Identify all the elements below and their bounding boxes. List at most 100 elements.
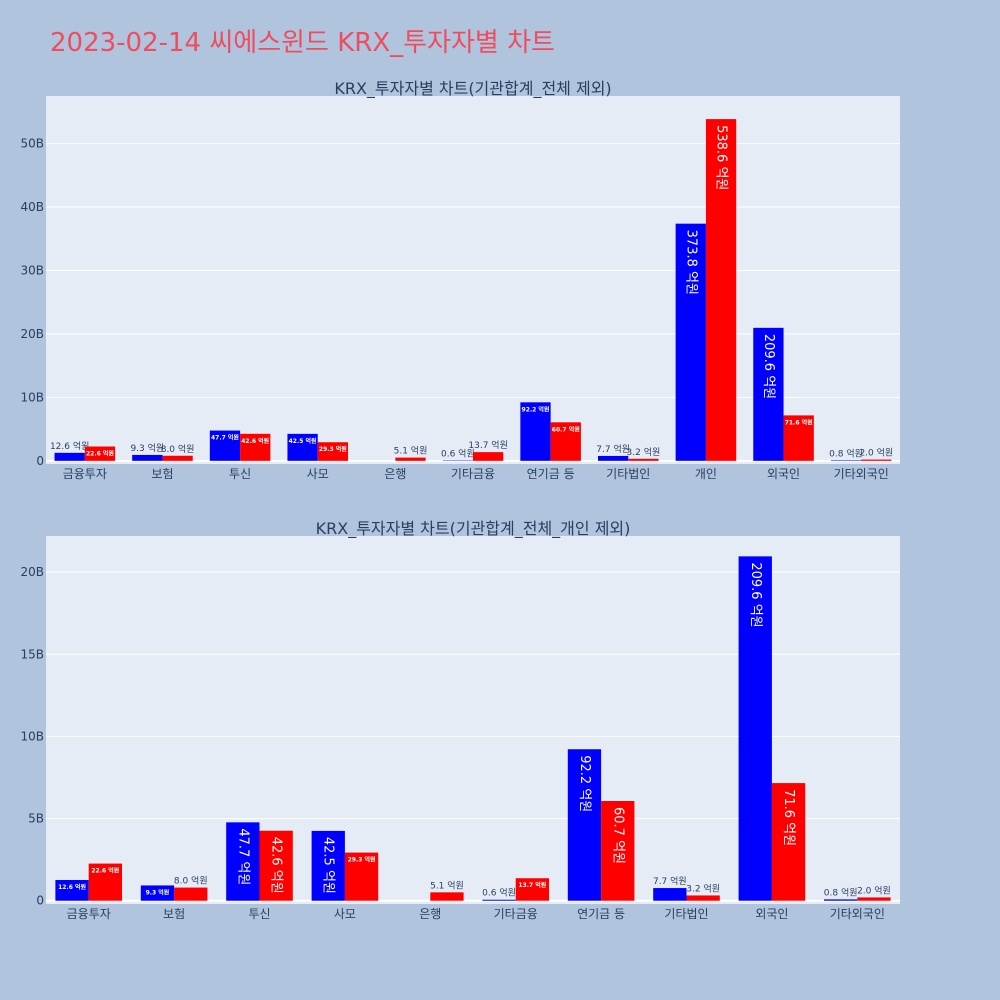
- bar: [55, 880, 89, 901]
- bar: [395, 457, 426, 461]
- bar: [88, 863, 123, 901]
- bar: [240, 433, 271, 461]
- x-tick-label: 기타외국인: [830, 907, 885, 921]
- y-tick-label: 0: [36, 894, 44, 908]
- bar: [174, 887, 208, 901]
- bar: [226, 822, 260, 901]
- bar: [54, 452, 85, 461]
- bar: [473, 452, 504, 461]
- data-label: 47.7 억원: [211, 434, 239, 442]
- data-label: 71.6 억원: [781, 789, 796, 846]
- data-label: 0.6 억원: [441, 447, 475, 459]
- data-label: 8.0 억원: [174, 875, 208, 887]
- y-tick-label: 15B: [20, 647, 44, 661]
- bar: [601, 800, 635, 901]
- data-label: 3.2 억원: [627, 446, 661, 458]
- x-tick-label: 은행: [419, 906, 441, 921]
- data-label: 29.3 억원: [319, 445, 347, 453]
- data-label: 2.0 억원: [859, 447, 893, 459]
- y-tick-label: 0: [36, 454, 44, 468]
- x-tick-label: 투신: [248, 907, 270, 921]
- bar: [287, 433, 318, 461]
- bar: [550, 422, 581, 461]
- bar: [84, 446, 116, 461]
- bar: [140, 885, 175, 901]
- y-tick-label: 10B: [20, 390, 44, 404]
- y-tick-label: 20B: [20, 327, 44, 341]
- bar: [628, 458, 659, 461]
- bar: [857, 897, 891, 901]
- page-title: 2023-02-14 씨에스윈드 KRX_투자자별 차트: [50, 28, 555, 58]
- data-label: 42.5 억원: [321, 837, 336, 894]
- x-tick-label: 기타금융: [451, 467, 495, 481]
- data-label: 22.6 억원: [86, 449, 114, 457]
- chart-bottom: 0 5B 10B 15B 20B KRX_투자자별 차트(기관합계_전체_개인 제외) 금융…: [20, 519, 900, 921]
- data-label: 92.2 억원: [577, 755, 592, 812]
- x-tick-label: 외국인: [767, 467, 800, 481]
- y-tick-label: 40B: [20, 200, 44, 214]
- data-label: 12.6 억원: [58, 883, 86, 891]
- y-tick-label: 5B: [28, 812, 44, 826]
- bar: [783, 415, 814, 461]
- x-tick-label: 보험: [151, 467, 173, 481]
- data-label: 0.6 억원: [482, 887, 516, 899]
- data-label: 3.2 억원: [686, 882, 720, 894]
- x-tick-label: 기타금융: [494, 907, 538, 921]
- data-label: 5.1 억원: [430, 879, 464, 891]
- data-label: 9.3 억원: [130, 442, 164, 454]
- chart-title: KRX_투자자별 차트(기관합계_전체_개인 제외): [316, 519, 631, 539]
- data-label: 373.8 억원: [683, 230, 698, 295]
- x-tick-label: 개인: [695, 467, 717, 481]
- data-label: 71.6 억원: [785, 418, 813, 426]
- bar: [653, 888, 687, 901]
- y-tick-label: 30B: [20, 263, 44, 277]
- data-label: 42.6 억원: [241, 437, 269, 445]
- bar: [520, 402, 551, 461]
- bar: [567, 749, 602, 901]
- data-label: 209.6 억원: [761, 334, 776, 399]
- data-label: 29.3 억원: [348, 856, 376, 864]
- data-label: 538.6 억원: [714, 125, 729, 190]
- data-label: 7.7 억원: [596, 443, 630, 455]
- x-tick-label: 사모: [334, 907, 356, 921]
- data-label: 13.7 억원: [468, 439, 507, 451]
- data-label: 60.7 억원: [610, 807, 625, 864]
- bar: [482, 899, 516, 901]
- x-tick-label: 금융투자: [63, 467, 107, 481]
- x-tick-label: 투신: [229, 467, 251, 481]
- x-tick-label: 연기금 등: [527, 467, 575, 481]
- bar: [515, 878, 550, 901]
- data-label: 8.0 억원: [161, 443, 195, 455]
- bar: [162, 455, 193, 461]
- x-tick-label: 보험: [163, 907, 185, 921]
- data-label: 7.7 억원: [653, 875, 687, 887]
- data-label: 0.8 억원: [824, 886, 858, 898]
- x-tick-label: 기타법인: [664, 907, 708, 921]
- bar: [430, 892, 464, 901]
- bar: [686, 895, 720, 901]
- bar: [259, 830, 293, 901]
- data-label: 12.6 억원: [50, 440, 89, 452]
- data-label: 0.8 억원: [829, 447, 863, 459]
- bar: [132, 454, 163, 461]
- data-label: 42.5 억원: [289, 437, 317, 445]
- bar: [317, 442, 349, 461]
- bar: [823, 899, 858, 901]
- x-tick-label: 연기금 등: [577, 907, 625, 921]
- x-tick-label: 기타법인: [606, 467, 650, 481]
- bar: [344, 852, 379, 901]
- bar: [738, 556, 772, 901]
- y-tick-label: 10B: [20, 729, 44, 743]
- bar: [861, 459, 892, 461]
- data-label: 92.2 억원: [522, 405, 550, 413]
- data-label: 9.3 억원: [146, 888, 170, 896]
- x-tick-label: 사모: [307, 467, 329, 481]
- data-label: 209.6 억원: [748, 562, 763, 627]
- x-tick-label: 외국인: [755, 907, 788, 921]
- x-tick-label: 금융투자: [67, 907, 111, 921]
- data-label: 60.7 억원: [552, 425, 580, 433]
- bar: [209, 430, 241, 461]
- bar: [830, 460, 862, 461]
- x-tick-label: 기타외국인: [834, 467, 889, 481]
- bar: [753, 327, 784, 461]
